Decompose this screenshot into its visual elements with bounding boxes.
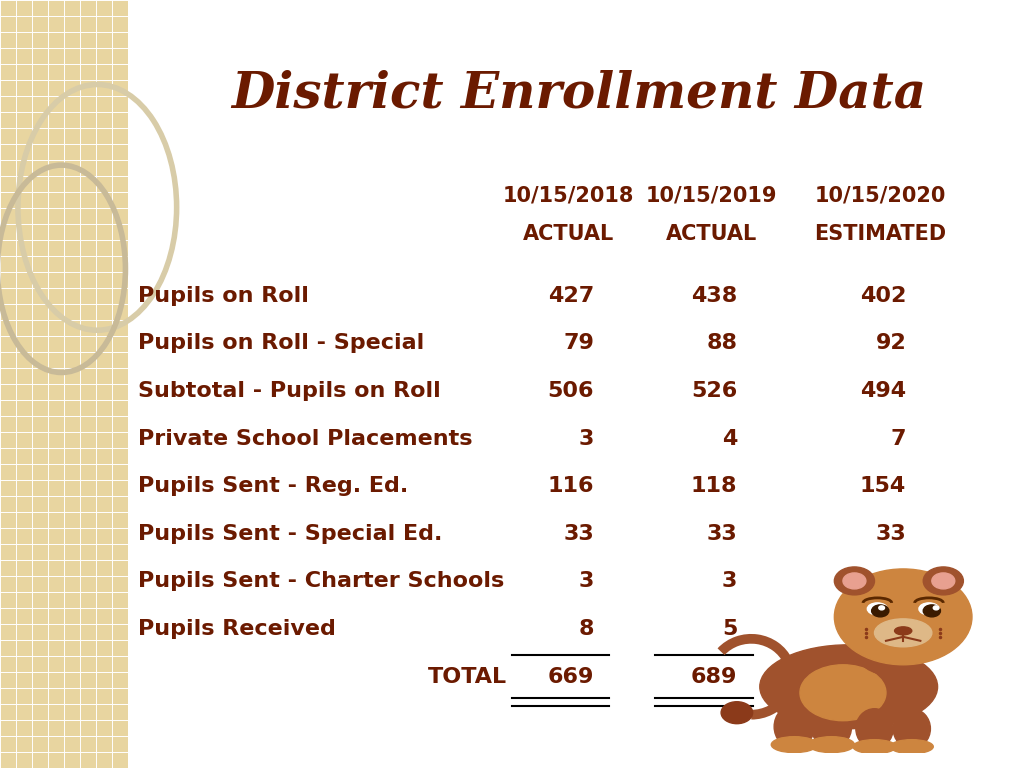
Text: 5: 5 bbox=[722, 619, 737, 639]
Circle shape bbox=[879, 606, 885, 610]
Text: 506: 506 bbox=[548, 381, 594, 401]
Ellipse shape bbox=[890, 740, 933, 753]
Text: 7: 7 bbox=[891, 429, 906, 449]
Text: Pupils on Roll: Pupils on Roll bbox=[138, 286, 309, 306]
Text: 438: 438 bbox=[691, 286, 737, 306]
Text: 3: 3 bbox=[722, 571, 737, 591]
Text: 92: 92 bbox=[876, 333, 906, 353]
Ellipse shape bbox=[809, 737, 854, 753]
Text: 3: 3 bbox=[891, 571, 906, 591]
Text: 526: 526 bbox=[691, 381, 737, 401]
Text: 494: 494 bbox=[860, 381, 906, 401]
Ellipse shape bbox=[800, 665, 886, 720]
Ellipse shape bbox=[867, 603, 888, 615]
Text: 3: 3 bbox=[579, 429, 594, 449]
Ellipse shape bbox=[874, 619, 932, 647]
Text: 4: 4 bbox=[722, 429, 737, 449]
Ellipse shape bbox=[853, 740, 896, 753]
Text: 689: 689 bbox=[691, 667, 737, 687]
Text: 116: 116 bbox=[548, 476, 594, 496]
Text: Pupils Sent - Special Ed.: Pupils Sent - Special Ed. bbox=[138, 524, 442, 544]
Text: Private School Placements: Private School Placements bbox=[138, 429, 473, 449]
Ellipse shape bbox=[857, 631, 921, 675]
Text: Subtotal - Pupils on Roll: Subtotal - Pupils on Roll bbox=[138, 381, 441, 401]
Text: 3: 3 bbox=[579, 571, 594, 591]
Circle shape bbox=[932, 573, 954, 589]
Ellipse shape bbox=[771, 737, 817, 753]
Text: 33: 33 bbox=[707, 524, 737, 544]
Text: 154: 154 bbox=[860, 476, 906, 496]
Text: 118: 118 bbox=[691, 476, 737, 496]
Circle shape bbox=[924, 605, 940, 617]
Text: 33: 33 bbox=[876, 524, 906, 544]
Text: ESTIMATED: ESTIMATED bbox=[814, 224, 947, 244]
Circle shape bbox=[835, 569, 972, 665]
Bar bbox=[0, 0, 128, 768]
Text: 402: 402 bbox=[860, 286, 906, 306]
Ellipse shape bbox=[760, 645, 938, 729]
Text: ACTUAL: ACTUAL bbox=[666, 224, 758, 244]
Ellipse shape bbox=[919, 603, 939, 615]
Text: 10/15/2019: 10/15/2019 bbox=[646, 186, 777, 206]
Circle shape bbox=[933, 606, 939, 610]
Circle shape bbox=[843, 573, 866, 589]
Text: Pupils on Roll - Special: Pupils on Roll - Special bbox=[138, 333, 425, 353]
Text: ACTUAL: ACTUAL bbox=[522, 224, 614, 244]
Text: 10/15/2020: 10/15/2020 bbox=[815, 186, 946, 206]
Text: 8: 8 bbox=[891, 619, 906, 639]
Ellipse shape bbox=[811, 705, 852, 749]
Text: Pupils Sent - Reg. Ed.: Pupils Sent - Reg. Ed. bbox=[138, 476, 409, 496]
Circle shape bbox=[835, 567, 874, 595]
Text: 88: 88 bbox=[707, 333, 737, 353]
Text: 33: 33 bbox=[563, 524, 594, 544]
Text: TOTAL: TOTAL bbox=[428, 667, 507, 687]
Text: 8: 8 bbox=[579, 619, 594, 639]
Text: Pupils Received: Pupils Received bbox=[138, 619, 336, 639]
Text: District Enrollment Data: District Enrollment Data bbox=[231, 69, 926, 118]
Circle shape bbox=[924, 567, 964, 595]
Text: Pupils Sent - Charter Schools: Pupils Sent - Charter Schools bbox=[138, 571, 505, 591]
Text: 669: 669 bbox=[548, 667, 594, 687]
Ellipse shape bbox=[774, 705, 814, 749]
Ellipse shape bbox=[893, 709, 931, 749]
Circle shape bbox=[721, 702, 753, 723]
Circle shape bbox=[871, 605, 889, 617]
Text: 10/15/2018: 10/15/2018 bbox=[503, 186, 634, 206]
Ellipse shape bbox=[895, 627, 911, 635]
Text: 427: 427 bbox=[548, 286, 594, 306]
Ellipse shape bbox=[856, 709, 893, 749]
Text: 699: 699 bbox=[860, 667, 906, 687]
Text: 79: 79 bbox=[563, 333, 594, 353]
